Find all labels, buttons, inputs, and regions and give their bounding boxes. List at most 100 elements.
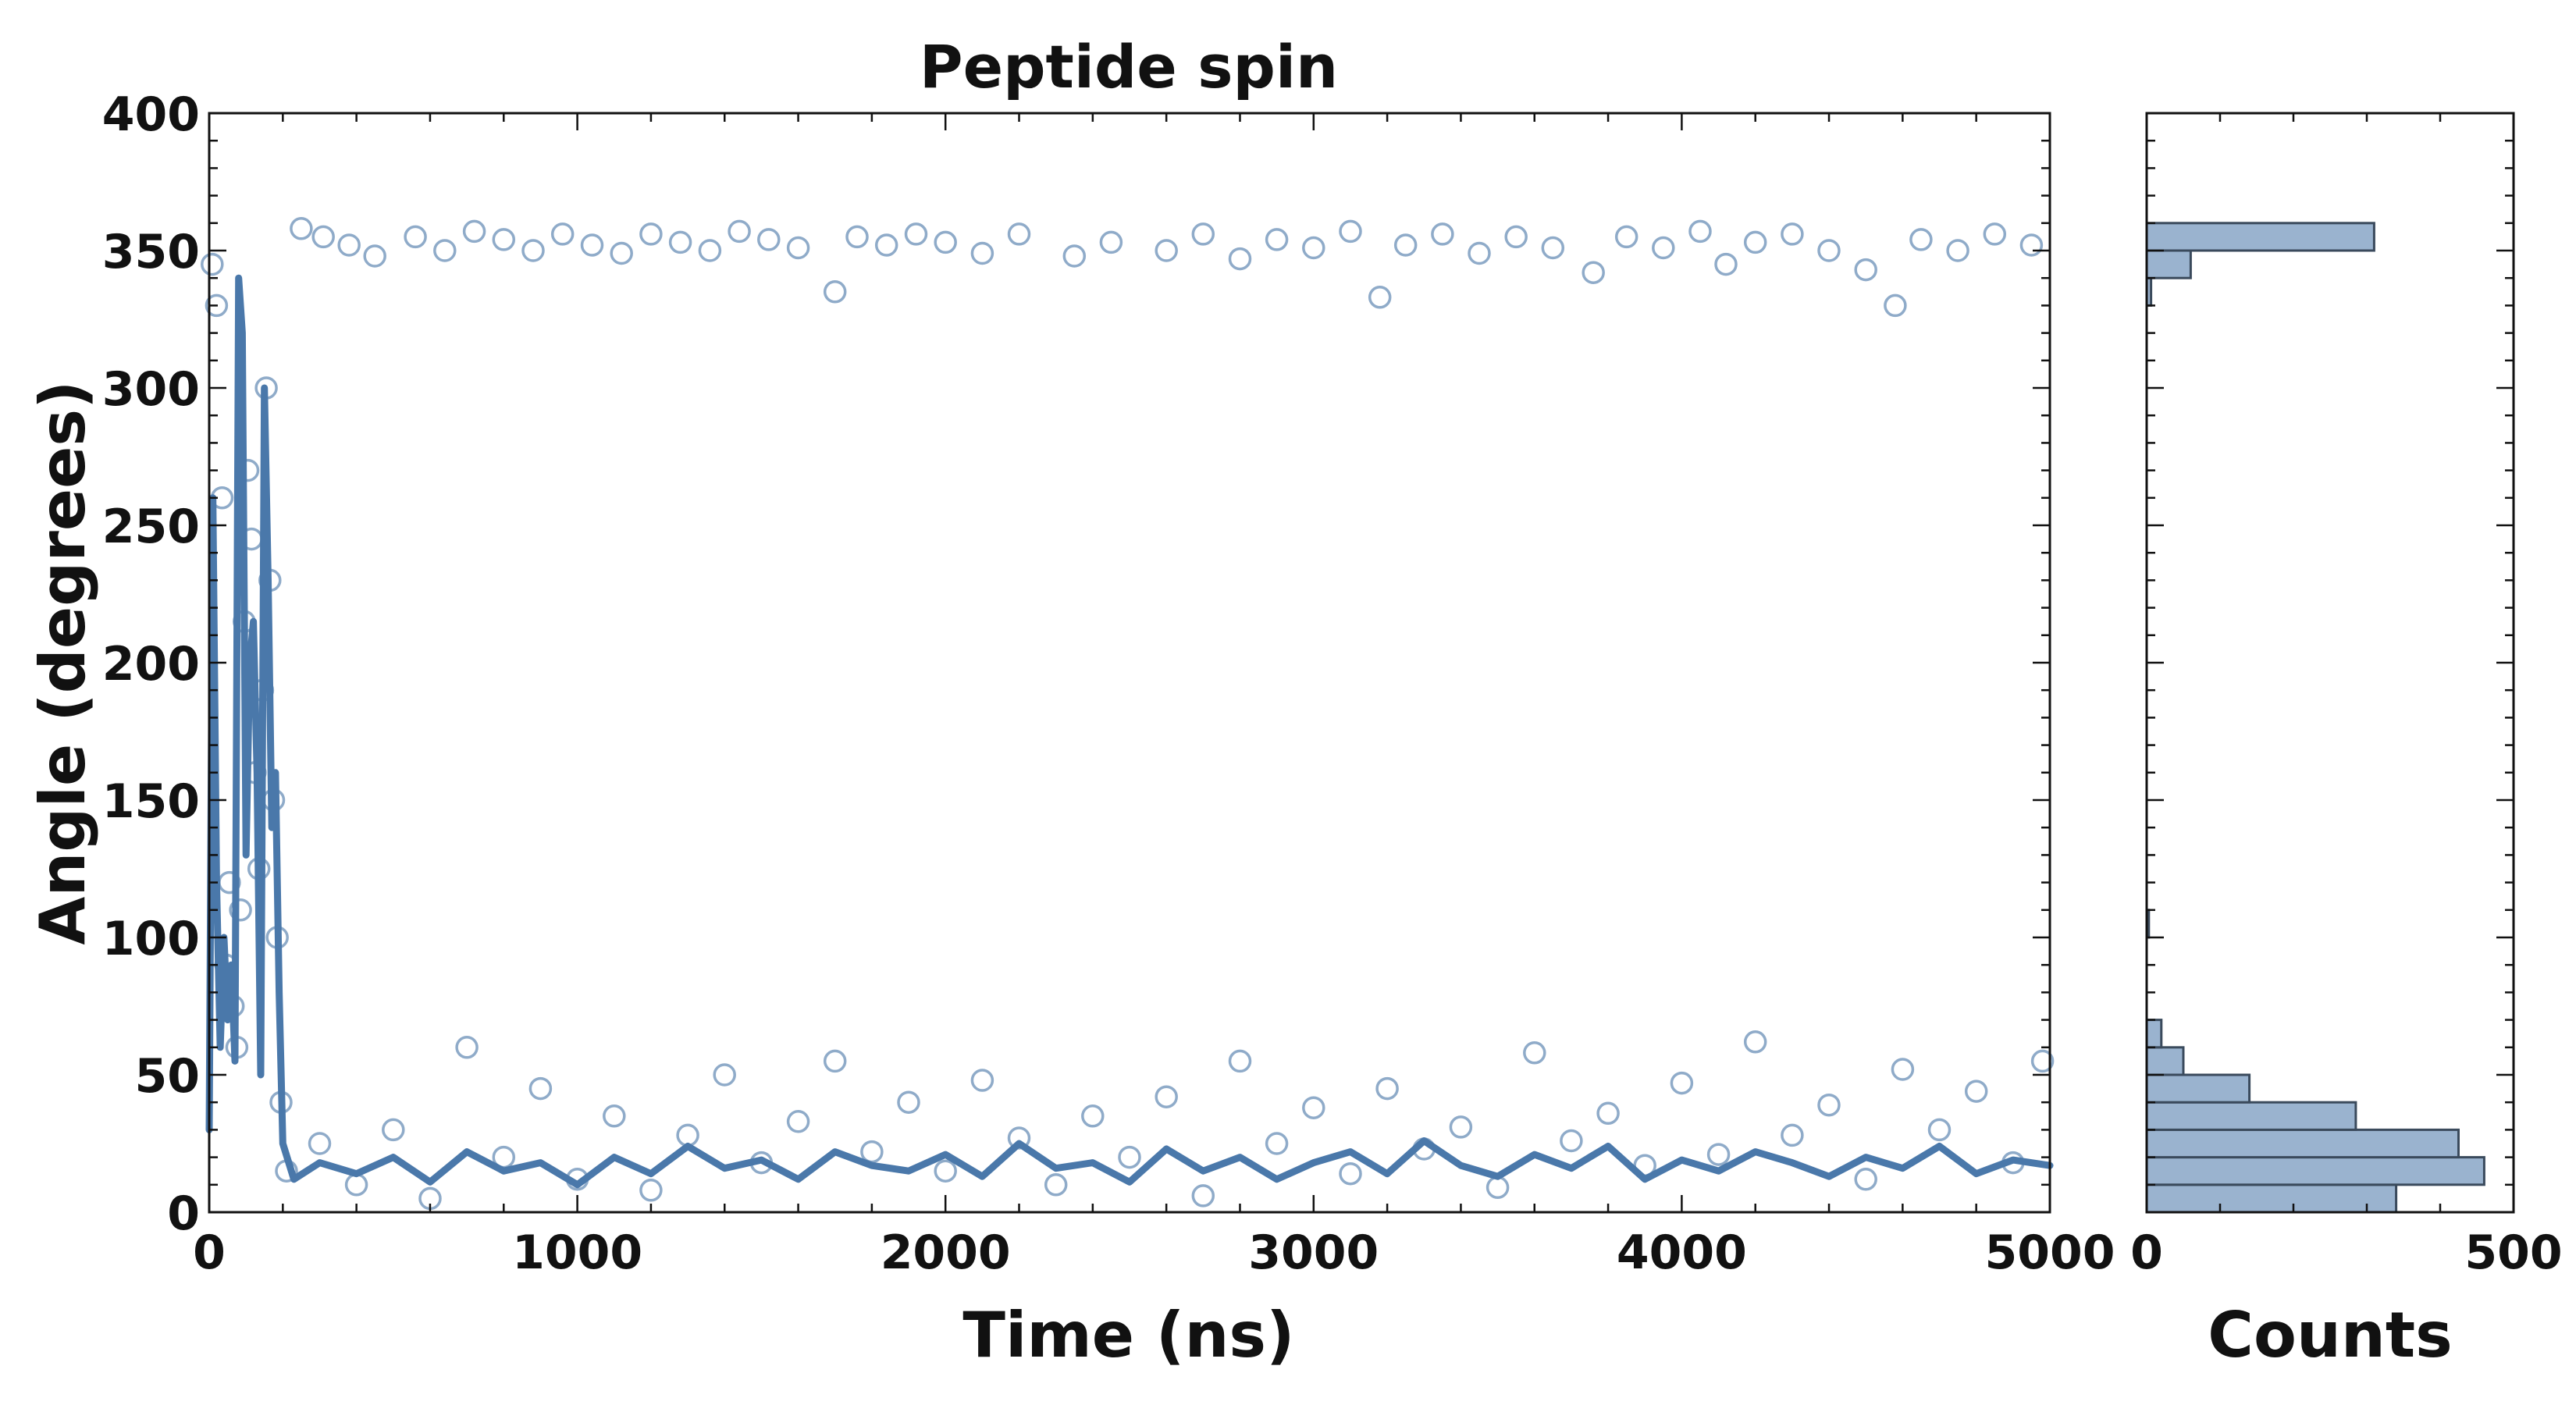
main-y-tick-labels: 0 50 100 150 200 250 300 350 400 xyxy=(102,87,200,1241)
y-tick-label: 50 xyxy=(135,1049,201,1104)
scatter-point xyxy=(455,1036,479,1059)
scatter-point xyxy=(676,1123,699,1147)
x-tick-label: 0 xyxy=(193,1225,226,1280)
scatter-point xyxy=(1854,1168,1877,1191)
scatter-point xyxy=(1375,1076,1399,1101)
hist-x-tick-label: 500 xyxy=(2464,1225,2562,1280)
histogram-bar xyxy=(2145,1183,2398,1214)
scatter-point xyxy=(1688,219,1712,244)
y-tick-label: 350 xyxy=(102,225,200,279)
scatter-point xyxy=(1191,1184,1215,1208)
y-tick-label: 100 xyxy=(102,912,200,966)
scatter-point xyxy=(728,219,751,244)
scatter-point xyxy=(1228,1049,1252,1073)
scatter-point xyxy=(934,1159,957,1183)
scatter-point xyxy=(1854,258,1877,282)
scatter-point xyxy=(1714,252,1738,276)
scatter-point xyxy=(404,225,427,249)
scatter-point xyxy=(1743,230,1767,254)
scatter-point xyxy=(1044,1173,1068,1197)
scatter-point xyxy=(580,233,604,257)
main-plot-frame xyxy=(208,112,2051,1214)
scatter-point xyxy=(860,1140,884,1164)
series-line xyxy=(205,274,2054,1189)
scatter-point xyxy=(1582,261,1605,284)
scatter-point xyxy=(1909,228,1933,251)
scatter-point xyxy=(229,898,252,922)
scatter-point xyxy=(934,230,957,254)
scatter-point xyxy=(610,241,633,265)
scatter-point xyxy=(1652,236,1675,260)
scatter-point xyxy=(1781,1123,1804,1147)
scatter-point xyxy=(1228,247,1252,271)
scatter-point xyxy=(1265,1132,1289,1155)
histogram-frame xyxy=(2145,112,2515,1214)
histogram-ticks xyxy=(2145,112,2515,1214)
scatter-point xyxy=(1302,1096,1325,1119)
chart-title: Peptide spin xyxy=(920,32,1338,101)
scatter-point xyxy=(874,233,898,257)
scatter-point xyxy=(845,225,869,249)
scatter-point xyxy=(713,1063,736,1087)
scatter-point xyxy=(757,228,781,251)
scatter-point xyxy=(1523,1041,1546,1065)
histogram-bar xyxy=(2145,222,2375,252)
scatter-point xyxy=(1781,222,1804,246)
histogram-bar xyxy=(2145,1046,2185,1076)
scatter-point xyxy=(337,233,361,257)
scatter-point xyxy=(344,1173,368,1197)
scatter-point xyxy=(823,1049,847,1073)
histogram-x-axis-label: Counts xyxy=(2208,1299,2452,1371)
scatter-point xyxy=(1118,1145,1141,1169)
scatter-point xyxy=(1081,1104,1105,1128)
histogram-plot: 0 500 Counts xyxy=(2130,112,2563,1371)
histogram-bars xyxy=(2145,222,2485,1214)
scatter-point xyxy=(1302,236,1325,260)
scatter-point xyxy=(528,1076,553,1101)
scatter-point xyxy=(1504,225,1528,249)
scatter-point xyxy=(603,1104,626,1128)
scatter-point xyxy=(1339,1161,1362,1186)
scatter-point xyxy=(1560,1129,1583,1153)
scatter-point xyxy=(1191,222,1215,246)
scatter-point xyxy=(363,244,386,268)
scatter-point xyxy=(308,1132,332,1155)
scatter-point xyxy=(1946,239,1969,262)
scatter-point xyxy=(462,219,486,244)
scatter-point xyxy=(1485,1176,1510,1200)
histogram-bar xyxy=(2145,1156,2485,1186)
x-tick-label: 2000 xyxy=(881,1225,1011,1280)
main-ticks xyxy=(208,112,2051,1214)
scatter-point xyxy=(290,217,313,240)
x-tick-label: 3000 xyxy=(1248,1225,1379,1280)
x-tick-label: 1000 xyxy=(512,1225,642,1280)
hist-x-tick-label: 0 xyxy=(2130,1225,2163,1280)
y-tick-label: 150 xyxy=(102,774,200,829)
running-average-line xyxy=(205,274,2054,1189)
scatter-point xyxy=(786,236,810,260)
scatter-point xyxy=(1964,1080,1988,1103)
scatter-point xyxy=(1983,222,2007,246)
main-x-tick-labels: 0 1000 2000 3000 4000 5000 xyxy=(193,1225,2115,1280)
y-tick-label: 0 xyxy=(167,1186,200,1241)
scatter-point xyxy=(897,1090,920,1114)
scatter-point xyxy=(1007,222,1031,246)
scatter-point xyxy=(521,239,545,262)
scatter-point xyxy=(1155,1085,1178,1108)
x-tick-label: 4000 xyxy=(1617,1225,1747,1280)
y-axis-label: Angle (degrees) xyxy=(27,380,99,944)
y-tick-label: 250 xyxy=(102,500,200,554)
scatter-point xyxy=(1062,244,1087,268)
histogram-bar xyxy=(2145,249,2192,279)
scatter-point xyxy=(823,280,847,304)
x-tick-label: 5000 xyxy=(1985,1225,2115,1280)
scatter-point xyxy=(1891,1058,1915,1081)
scatter-point xyxy=(1368,286,1392,309)
scatter-point xyxy=(1393,233,1418,257)
scatter-point xyxy=(1596,1101,1620,1126)
histogram-bar xyxy=(2145,1101,2357,1131)
x-axis-label: Time (ns) xyxy=(962,1299,1294,1371)
scatter-point xyxy=(2030,1049,2055,1073)
scatter-point xyxy=(1155,239,1178,262)
scatter-point xyxy=(1099,230,1123,254)
